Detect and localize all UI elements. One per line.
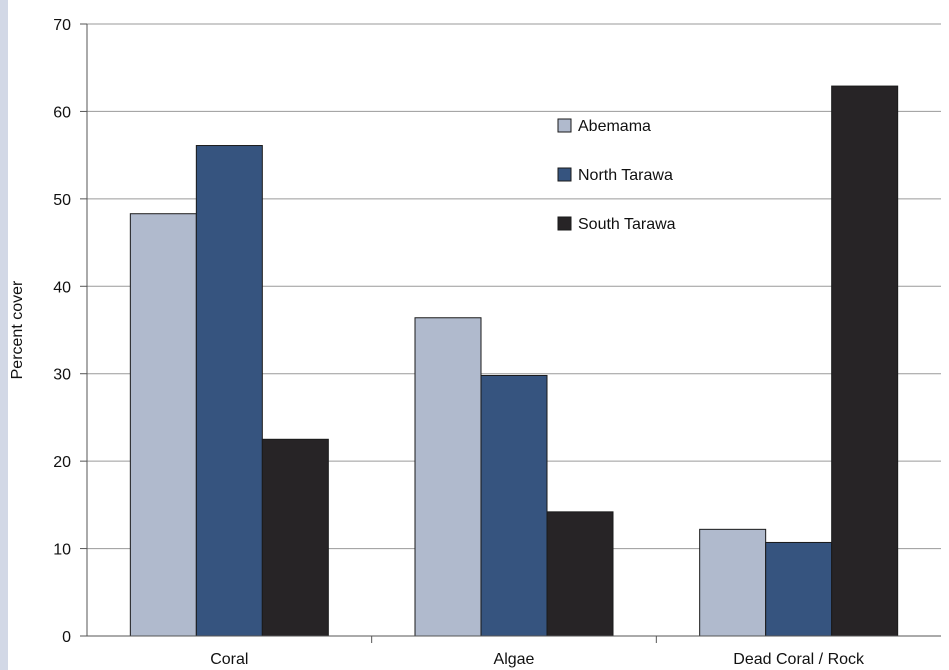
x-tick-labels: Coral Algae Dead Coral / Rock <box>210 651 865 668</box>
x-tick-label: Coral <box>210 651 248 668</box>
bar-south-tarawa-algae <box>546 511 614 637</box>
legend-label: North Tarawa <box>578 167 673 184</box>
bar-south-tarawa-coral <box>261 438 329 637</box>
bar-north-tarawa-dead-coral-rock <box>765 541 833 637</box>
y-tick-label: 0 <box>62 629 71 646</box>
y-tick-label: 60 <box>53 104 71 121</box>
legend-label: Abemama <box>578 118 651 135</box>
y-axis-label: Percent cover <box>9 280 26 379</box>
y-tick-label: 70 <box>53 17 71 34</box>
x-tick-label: Dead Coral / Rock <box>733 651 865 668</box>
legend: Abemama North Tarawa South Tarawa <box>557 118 676 233</box>
y-tick-label: 50 <box>53 192 71 209</box>
y-tick-label: 30 <box>53 367 71 384</box>
legend-swatch <box>557 216 572 231</box>
bar-abemama-coral <box>129 213 197 637</box>
axes <box>80 23 941 643</box>
legend-label: South Tarawa <box>578 216 676 233</box>
y-tick-label: 10 <box>53 542 71 559</box>
bars <box>129 85 899 637</box>
legend-swatch <box>557 118 572 133</box>
bar-abemama-dead-coral-rock <box>699 528 767 637</box>
y-tick-label: 40 <box>53 279 71 296</box>
x-tick-label: Algae <box>494 651 535 668</box>
bar-north-tarawa-algae <box>480 374 548 637</box>
bar-south-tarawa-dead-coral-rock <box>831 85 899 637</box>
bar-north-tarawa-coral <box>195 145 263 637</box>
y-tick-label: 20 <box>53 454 71 471</box>
y-tick-labels: 0 10 20 30 40 50 60 70 <box>53 17 71 646</box>
bar-abemama-algae <box>414 317 482 637</box>
legend-swatch <box>557 167 572 182</box>
